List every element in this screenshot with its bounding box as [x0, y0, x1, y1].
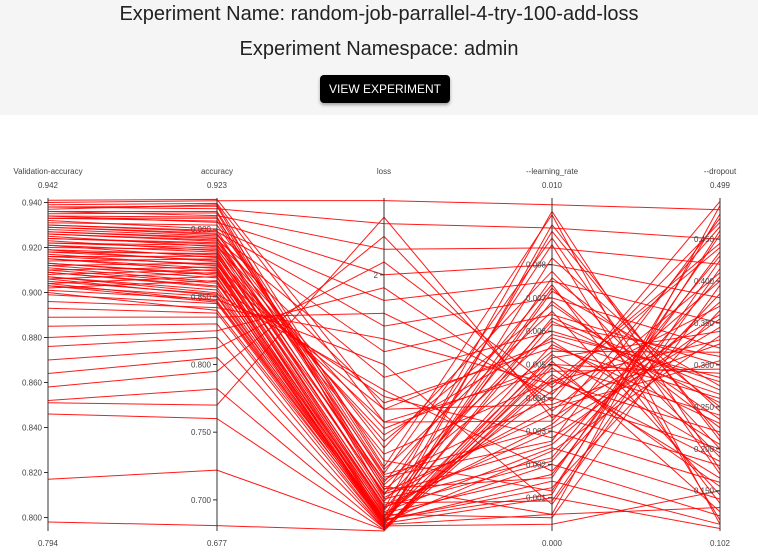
axis-tick-label: 0.004: [526, 394, 547, 403]
axis-tick-label: 0.750: [191, 428, 212, 437]
axis-max-label: 0.010: [542, 181, 563, 190]
axis-tick-label: 0.002: [526, 460, 547, 469]
axis--learning-rate: --learning_rate 0.010 0.000 0.008 0.007 0.006…: [526, 167, 579, 548]
axis-tick-label: 0.350: [694, 319, 715, 328]
axis-tick-label: 0.920: [22, 244, 43, 253]
axis-accuracy: accuracy 0.923 0.677 0.900 0.850 0.800 0.750 0.…: [191, 167, 233, 548]
axis-tick-label: 0.150: [694, 487, 715, 496]
axis-tick-label: 0.001: [526, 494, 547, 503]
axis-tick-label: 0.800: [22, 514, 43, 523]
axis-tick-label: 0.008: [526, 261, 547, 270]
axis-tick-label: 0.006: [526, 327, 547, 336]
experiment-namespace-title: Experiment Namespace: admin: [239, 38, 519, 60]
axis-max-label: 0.923: [207, 181, 228, 190]
axis-title: Validation-accuracy: [13, 167, 82, 176]
axis-min-label: 0.000: [542, 539, 563, 548]
axis-tick-label: 0.700: [191, 496, 212, 505]
axis-tick-label: 0.900: [22, 289, 43, 298]
axis-title: accuracy: [201, 167, 233, 176]
axis-tick-label: 0.850: [191, 293, 212, 302]
axis-tick-label: 0.880: [22, 334, 43, 343]
axis-title: --learning_rate: [526, 167, 579, 176]
experiment-name-title: Experiment Name: random-job-parrallel-4-…: [119, 3, 639, 25]
axis-tick-label: 0.400: [694, 277, 715, 286]
axis--dropout: --dropout 0.499 0.102 0.450 0.400 0.350 0.300 0…: [694, 167, 737, 548]
axis-tick-label: 0.005: [526, 361, 547, 370]
axis-tick-label: 0.820: [22, 469, 43, 478]
axis-max-label: 0.499: [710, 181, 731, 190]
axis-tick-label: 0.450: [694, 235, 715, 244]
axis-tick-label: 0.250: [694, 403, 715, 412]
axis-tick-label: 0.007: [526, 294, 547, 303]
axis-title: loss: [377, 167, 391, 176]
axis-title: --dropout: [704, 167, 737, 176]
axis-tick-label: 2: [374, 271, 379, 280]
axis-tick-label: 0.800: [191, 361, 212, 370]
axis-validation-accuracy: Validation-accuracy 0.942 0.794 0.940 0.920 0…: [13, 167, 82, 548]
axis-tick-label: 0.860: [22, 379, 43, 388]
axis-min-label: 0.677: [207, 539, 228, 548]
experiment-header: Experiment Name: random-job-parrallel-4-…: [0, 0, 758, 115]
axis-max-label: 0.942: [38, 181, 59, 190]
axis-tick-label: 0.003: [526, 427, 547, 436]
axis-tick-label: 0.940: [22, 199, 43, 208]
axis-tick-label: 0.840: [22, 424, 43, 433]
axis-tick-label: 0.300: [694, 361, 715, 370]
axis-loss: loss 2: [374, 167, 391, 531]
view-experiment-button[interactable]: VIEW EXPERIMENT: [320, 75, 450, 103]
axis-min-label: 0.794: [38, 539, 59, 548]
axis-tick-label: 0.200: [694, 445, 715, 454]
axis-tick-label: 0.900: [191, 225, 212, 234]
axis-min-label: 0.102: [710, 539, 731, 548]
